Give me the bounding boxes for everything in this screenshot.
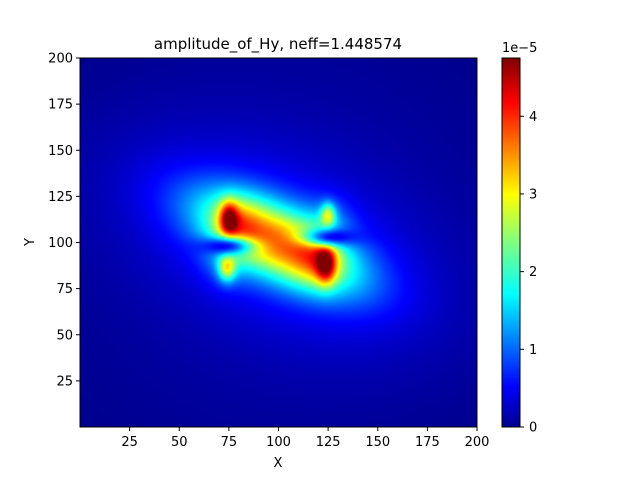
colorbar-tick-label: 3 [529,187,537,202]
colorbar-offset-label: 1e−5 [502,41,537,56]
y-tick-label: 50 [56,328,73,343]
x-axis-ticks: 25 50 75 100 125 150 175 200 [121,427,489,450]
x-tick-label: 200 [465,435,490,450]
y-tick-label: 25 [56,374,73,389]
colorbar-tick-label: 0 [529,421,537,436]
y-tick-label: 200 [48,52,73,67]
y-tick-label: 150 [48,144,73,159]
colorbar [501,57,521,428]
y-axis-label: Y [23,238,38,247]
x-tick-label: 150 [365,435,390,450]
colorbar-tick-label: 4 [529,110,537,125]
y-tick-label: 125 [48,190,73,205]
x-tick-label: 25 [121,435,138,450]
colorbar-tick-label: 1 [529,343,537,358]
x-tick-label: 175 [415,435,440,450]
x-tick-label: 100 [266,435,291,450]
x-tick-label: 50 [171,435,188,450]
heatmap-image [80,58,477,427]
y-tick-label: 100 [48,236,73,251]
x-axis-label: X [274,456,283,471]
y-tick-label: 75 [56,282,73,297]
colorbar-tick-label: 2 [529,265,537,280]
y-axis-ticks: 25 50 75 100 125 150 175 200 [48,52,80,389]
x-tick-label: 125 [316,435,341,450]
chart-title: amplitude_of_Hy, neff=1.448574 [154,35,402,54]
x-tick-label: 75 [221,435,238,450]
y-tick-label: 175 [48,98,73,113]
colorbar-ticks: 0 1 2 3 4 [520,110,537,436]
